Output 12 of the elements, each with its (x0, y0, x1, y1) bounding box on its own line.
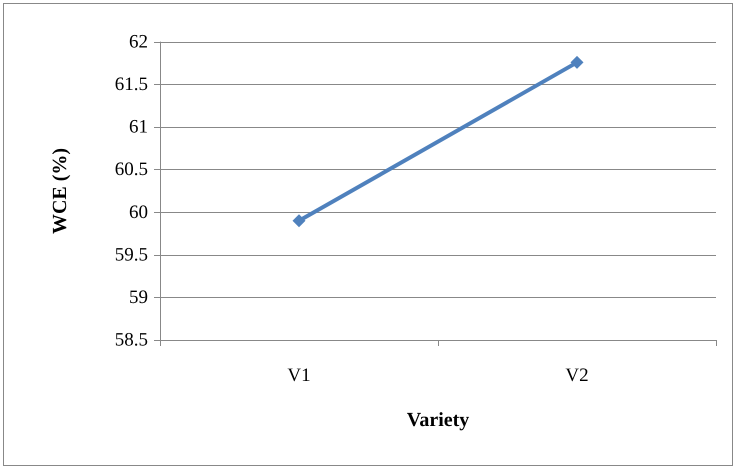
y-tick-label: 58.5 (114, 330, 148, 350)
y-tick-label: 59.5 (114, 244, 148, 266)
y-tick-label: 61.5 (114, 74, 148, 96)
x-axis-title: Variety (406, 409, 470, 431)
y-tick-label: 59 (129, 286, 148, 308)
y-tick-label: 62 (129, 32, 148, 52)
y-tick-label: 60.5 (114, 159, 148, 180)
x-tick-label: V1 (287, 365, 311, 386)
y-tick-label: 60 (129, 202, 148, 223)
x-tick-label: V2 (565, 365, 589, 386)
y-axis-title: WCE (%) (49, 148, 71, 234)
y-tick-label: 61 (129, 116, 148, 138)
